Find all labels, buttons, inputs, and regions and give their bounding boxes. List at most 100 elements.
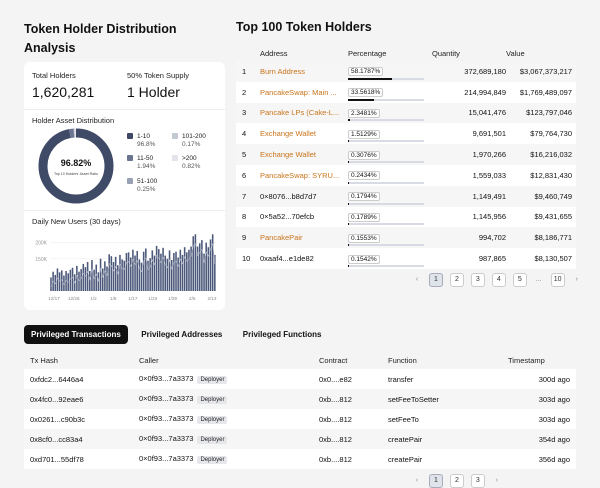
tx-contract[interactable]: 0xb....812 <box>319 414 352 424</box>
tx-caller[interactable]: 0×0f93...7a3373 Deployer <box>139 409 319 429</box>
holder-percentage: 2.3481% <box>348 103 432 124</box>
holder-row[interactable]: 10 0xaaf4...e1de82 0.1542% 987,865 $8,130,50… <box>236 248 576 269</box>
divider <box>24 109 225 110</box>
holder-value: $9,460,749 <box>534 191 572 201</box>
caller-address[interactable]: 0×0f93...7a3373 <box>139 414 194 423</box>
pager-prev-icon[interactable]: ‹ <box>415 276 419 283</box>
daily-bar <box>86 262 89 291</box>
holder-address[interactable]: Exchange Wallet <box>260 150 317 160</box>
daily-bar <box>196 246 199 291</box>
tx-hash[interactable]: 0x0261...c90b3c <box>30 414 86 424</box>
pct-bar-fill <box>348 264 349 267</box>
deployer-badge: Deployer <box>197 416 228 424</box>
pct-label: 0.1789% <box>348 212 380 222</box>
daily-bar <box>69 269 72 291</box>
daily-bar <box>91 260 93 291</box>
col-contract: Contract <box>319 356 348 365</box>
daily-bar <box>201 240 203 291</box>
tx-contract[interactable]: 0xb....812 <box>319 454 352 464</box>
holder-quantity: 9,691,501 <box>472 129 506 139</box>
tx-caller[interactable]: 0×0f93...7a3373 Deployer <box>139 429 319 449</box>
holder-address[interactable]: Pancake LPs (Cake-L... <box>260 108 340 118</box>
tab-privileged-functions[interactable]: Privileged Functions <box>242 330 322 339</box>
pct-bar <box>348 119 424 122</box>
holder-row[interactable]: 6 PancakeSwap: SYRU... 0.2434% 1,559,033 $12… <box>236 164 576 186</box>
tx-hash[interactable]: 0xd701...55df78 <box>30 454 84 464</box>
daily-bar <box>173 252 175 291</box>
daily-bar <box>203 253 205 291</box>
daily-bar <box>56 268 59 291</box>
col-timestamp: Timestamp <box>508 356 545 365</box>
pager-page-4[interactable]: 4 <box>491 273 506 287</box>
holder-row[interactable]: 1 Burn Address 58.1787% 372,689,180 $3,067,3… <box>236 61 576 82</box>
distribution-card: Total Holders 1,620,281 50% Token Supply… <box>24 62 225 310</box>
tx-caller[interactable]: 0×0f93...7a3373 Deployer <box>139 369 319 389</box>
col-tx-hash: Tx Hash <box>30 356 58 365</box>
tx-pager-page-3[interactable]: 3 <box>470 474 485 488</box>
daily-bar <box>60 270 63 291</box>
caller-address[interactable]: 0×0f93...7a3373 <box>139 454 194 463</box>
daily-bar <box>205 242 207 291</box>
caller-address[interactable]: 0×0f93...7a3373 <box>139 374 194 383</box>
distribution-title: Token Holder Distribution Analysis <box>24 22 177 55</box>
legend-over-200: >200 0.82% <box>172 155 200 171</box>
tx-caller[interactable]: 0×0f93...7a3373 Deployer <box>139 389 319 409</box>
pct-bar <box>348 244 424 247</box>
holder-address[interactable]: PancakeSwap: SYRU... <box>260 170 340 180</box>
pager-page-1[interactable]: 1 <box>428 273 443 287</box>
x-tick-label: 2/13 <box>208 296 217 301</box>
daily-bar <box>188 249 190 291</box>
tx-hash[interactable]: 0xfdc2...6446a4 <box>30 374 84 384</box>
daily-bar <box>106 266 108 291</box>
pager-page-3[interactable]: 3 <box>470 273 485 287</box>
holder-row[interactable]: 7 0×8076...b8d7d7 0.1794% 1,149,491 $9,460,7… <box>236 185 576 207</box>
pager-page-2[interactable]: 2 <box>449 273 464 287</box>
holder-row[interactable]: 2 PancakeSwap: Main ... 33.5618% 214,994,84… <box>236 81 576 103</box>
tx-hash[interactable]: 0x8cf0...cc83a4 <box>30 434 83 444</box>
holder-row[interactable]: 4 Exchange Wallet 1.5129% 9,691,501 $79,764,… <box>236 123 576 145</box>
supply-value: 1 Holder <box>127 84 180 100</box>
tx-hash[interactable]: 0x4fc0...92eae6 <box>30 394 84 404</box>
pager-next-icon[interactable]: › <box>575 276 578 283</box>
tx-row[interactable]: 0xd701...55df78 0×0f93...7a3373 Deployer 0x… <box>24 449 576 469</box>
caller-address[interactable]: 0×0f93...7a3373 <box>139 394 194 403</box>
tx-contract[interactable]: 0x0....e82 <box>319 374 352 384</box>
holder-row[interactable]: 5 Exchange Wallet 0.3076% 1,970,266 $16,216,… <box>236 144 576 165</box>
tab-privileged-addresses[interactable]: Privileged Addresses <box>141 330 223 339</box>
transactions-table: Tx Hash Caller Contract Function Timesta… <box>24 352 576 469</box>
tx-row[interactable]: 0x8cf0...cc83a4 0×0f93...7a3373 Deployer 0x… <box>24 429 576 449</box>
pager-page-10[interactable]: 10 <box>550 273 565 287</box>
pager-page-5[interactable]: 5 <box>512 273 527 287</box>
holder-address[interactable]: PancakePair <box>260 233 303 243</box>
tx-row[interactable]: 0x0261...c90b3c 0×0f93...7a3373 Deployer 0x… <box>24 409 576 429</box>
x-tick-label: 12/26 <box>68 296 80 301</box>
daily-bar <box>132 249 134 291</box>
holder-row[interactable]: 3 Pancake LPs (Cake-L... 2.3481% 15,041,476… <box>236 102 576 124</box>
divider <box>24 210 225 211</box>
holder-row[interactable]: 9 PancakePair 0.1553% 994,702 $8,186,771 <box>236 227 576 249</box>
holder-donut-chart: 96.82% Top 10 Holders' Asset Ratio <box>38 128 114 204</box>
tx-contract[interactable]: 0xb....812 <box>319 394 352 404</box>
holder-address[interactable]: Burn Address <box>260 66 306 76</box>
tx-contract[interactable]: 0xb....812 <box>319 434 352 444</box>
holder-address[interactable]: PancakeSwap: Main ... <box>260 87 337 97</box>
holder-rank: 10 <box>242 254 251 264</box>
legend-swatch <box>127 178 133 185</box>
tx-pager-page-1[interactable]: 1 <box>428 474 443 488</box>
tx-row[interactable]: 0x4fc0...92eae6 0×0f93...7a3373 Deployer 0x… <box>24 389 576 409</box>
caller-address[interactable]: 0×0f93...7a3373 <box>139 434 194 443</box>
pct-label: 58.1787% <box>348 67 384 77</box>
daily-bar <box>76 265 78 291</box>
daily-bar <box>114 256 117 291</box>
tx-pager-page-2[interactable]: 2 <box>449 474 464 488</box>
daily-bar <box>207 247 210 291</box>
holder-percentage: 58.1787% <box>348 61 432 82</box>
legend-swatch <box>127 133 133 140</box>
holder-rank: 5 <box>242 150 247 160</box>
holder-address[interactable]: Exchange Wallet <box>260 129 317 139</box>
tx-row[interactable]: 0xfdc2...6446a4 0×0f93...7a3373 Deployer 0x… <box>24 369 576 389</box>
asset-dist-label: Holder Asset Distribution <box>32 116 115 125</box>
tab-privileged-transactions[interactable]: Privileged Transactions <box>24 325 128 344</box>
tx-caller[interactable]: 0×0f93...7a3373 Deployer <box>139 449 319 469</box>
holder-row[interactable]: 8 0×5a52...70efcb 0.1789% 1,145,956 $9,431,6… <box>236 206 576 228</box>
